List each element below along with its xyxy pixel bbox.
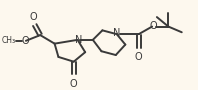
Text: N: N xyxy=(113,28,120,38)
Text: O: O xyxy=(21,36,29,46)
Text: CH₃: CH₃ xyxy=(1,36,15,45)
Text: O: O xyxy=(135,52,143,62)
Text: O: O xyxy=(149,21,157,31)
Text: O: O xyxy=(70,79,78,89)
Text: O: O xyxy=(30,12,37,22)
Text: N: N xyxy=(75,35,82,45)
